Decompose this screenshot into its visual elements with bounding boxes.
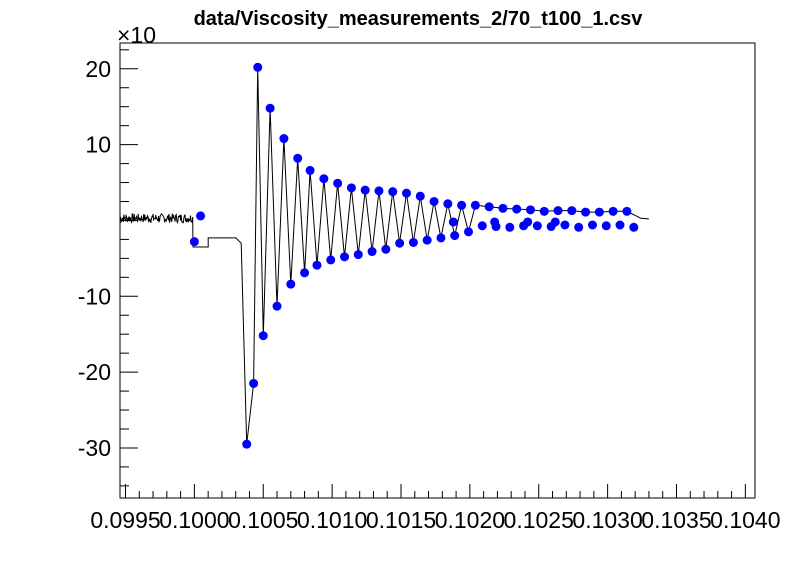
- trough-marker: [448, 217, 458, 227]
- peak-marker: [196, 211, 206, 221]
- peak-marker: [279, 134, 289, 144]
- peak-marker: [333, 178, 343, 188]
- x-tick-label: 0.1035: [641, 507, 711, 533]
- signal-line: [119, 67, 649, 445]
- peak-marker: [360, 185, 370, 195]
- x-tick-label: 0.1020: [435, 507, 505, 533]
- trough-marker: [272, 301, 282, 311]
- y-tick-label: -30: [78, 435, 111, 461]
- trough-marker: [422, 235, 432, 245]
- peak-marker: [608, 206, 618, 216]
- trough-marker: [450, 231, 460, 241]
- peak-marker: [567, 206, 577, 216]
- peak-markers: [196, 62, 632, 221]
- trough-marker: [300, 268, 310, 278]
- y-tick-label: 20: [85, 56, 111, 82]
- trough-marker: [532, 221, 542, 231]
- trough-marker: [550, 217, 560, 227]
- y-tick-label: -20: [78, 359, 111, 385]
- peak-marker: [265, 103, 275, 113]
- trough-marker: [477, 221, 487, 231]
- trough-marker: [249, 378, 259, 388]
- y-tick-label: -10: [78, 283, 111, 309]
- peak-marker: [457, 200, 467, 210]
- x-tick-label: 0.1040: [710, 507, 780, 533]
- trough-markers: [189, 217, 639, 449]
- trough-marker: [436, 233, 446, 243]
- trough-marker: [629, 222, 639, 232]
- chart-title: data/Viscosity_measurements_2/70_t100_1.…: [194, 8, 644, 30]
- peak-marker: [484, 202, 494, 212]
- peak-marker: [512, 204, 522, 214]
- peak-marker: [581, 207, 591, 217]
- peak-marker: [498, 203, 508, 213]
- trough-marker: [523, 217, 533, 227]
- peak-marker: [429, 196, 439, 206]
- trough-marker: [490, 217, 500, 227]
- trough-marker: [353, 250, 363, 260]
- peak-marker: [388, 187, 398, 197]
- x-tick-label: 0.1005: [228, 507, 298, 533]
- peak-marker: [374, 186, 384, 196]
- x-tick-label: 0.1025: [504, 507, 574, 533]
- peak-marker: [594, 207, 604, 217]
- trough-marker: [340, 252, 350, 262]
- peak-marker: [443, 199, 453, 209]
- trough-marker: [189, 237, 199, 247]
- peak-marker: [346, 183, 356, 193]
- trough-marker: [367, 247, 377, 257]
- peak-marker: [525, 205, 535, 215]
- trough-marker: [408, 237, 418, 247]
- trough-marker: [463, 227, 473, 237]
- peak-marker: [402, 188, 412, 198]
- x-tick-label: 0.1010: [297, 507, 367, 533]
- trough-marker: [505, 222, 515, 232]
- x-tick-label: 0.1000: [159, 507, 229, 533]
- x-tick-label: 0.1015: [366, 507, 436, 533]
- peak-marker: [305, 165, 315, 175]
- peak-marker: [553, 206, 563, 216]
- peak-marker: [470, 200, 480, 210]
- axis-tick-labels: 0.09950.10000.10050.10100.10150.10200.10…: [78, 56, 781, 533]
- trough-marker: [560, 220, 570, 230]
- trough-marker: [242, 439, 252, 449]
- peak-marker: [253, 62, 263, 72]
- plot-frame: [119, 42, 756, 499]
- trough-marker: [615, 220, 625, 230]
- trough-marker: [587, 220, 597, 230]
- trough-marker: [381, 244, 391, 254]
- peak-marker: [319, 174, 329, 184]
- trough-marker: [258, 331, 268, 341]
- peak-marker: [622, 206, 632, 216]
- trough-marker: [312, 260, 322, 270]
- trough-marker: [326, 255, 336, 265]
- y-axis-exponent: ×10: [117, 22, 156, 48]
- x-tick-label: 0.1030: [572, 507, 642, 533]
- x-tick-label: 0.0995: [90, 507, 160, 533]
- trough-marker: [574, 222, 584, 232]
- peak-marker: [415, 191, 425, 201]
- trough-marker: [395, 238, 405, 248]
- peak-marker: [293, 153, 303, 163]
- axis-ticks: [120, 49, 746, 498]
- peak-marker: [539, 206, 549, 216]
- trough-marker: [601, 221, 611, 231]
- y-tick-label: 10: [85, 132, 111, 158]
- trough-marker: [286, 279, 296, 289]
